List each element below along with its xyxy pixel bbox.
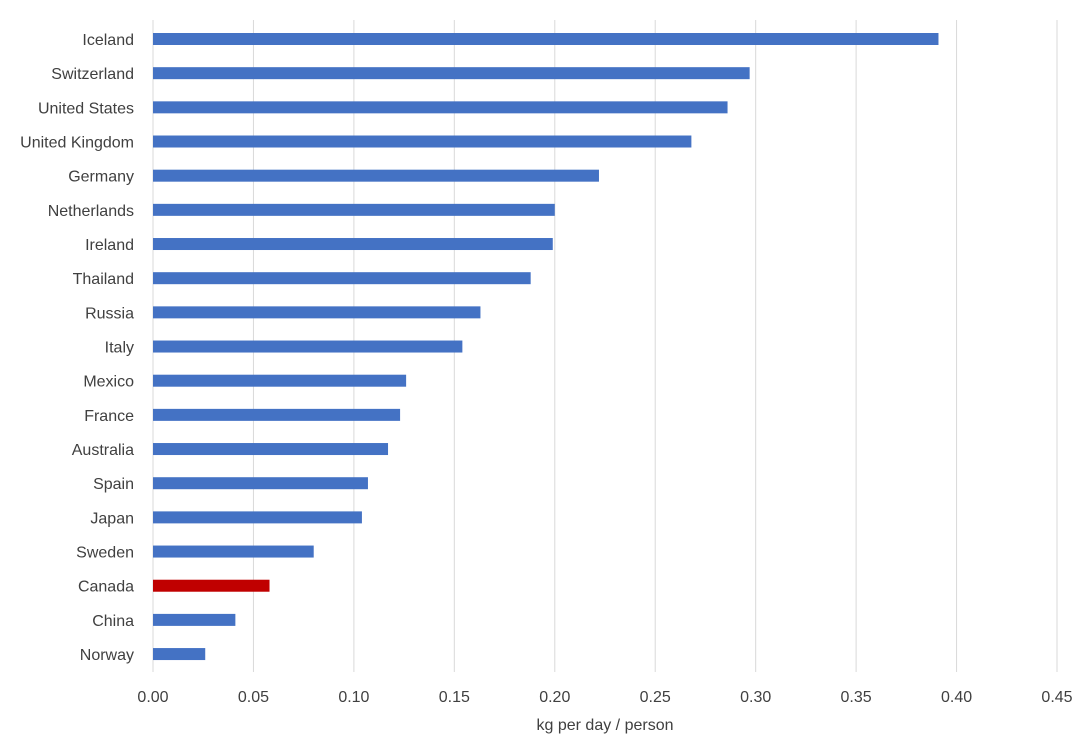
bar-sweden bbox=[153, 545, 314, 558]
category-label: United Kingdom bbox=[20, 135, 134, 152]
x-tick-labels: 0.00 0.05 0.10 0.15 0.20 0.25 0.30 0.35 0.40 0.45 bbox=[137, 689, 1072, 706]
x-tick-label: 0.30 bbox=[740, 689, 771, 706]
bar-australia bbox=[153, 443, 389, 456]
bar-japan bbox=[153, 511, 362, 524]
bar-china bbox=[153, 613, 236, 626]
category-label: Mexico bbox=[83, 374, 134, 391]
category-labels: Iceland Switzerland United States United Ki… bbox=[20, 32, 134, 664]
bar-italy bbox=[153, 340, 463, 353]
bar-mexico bbox=[153, 374, 407, 387]
x-tick-label: 0.35 bbox=[841, 689, 872, 706]
bar-norway bbox=[153, 648, 206, 661]
bar-spain bbox=[153, 477, 368, 490]
x-tick-label: 0.45 bbox=[1041, 689, 1072, 706]
x-axis-title: kg per day / person bbox=[537, 717, 674, 734]
category-label: Italy bbox=[105, 340, 134, 357]
category-label: Ireland bbox=[85, 237, 134, 254]
category-label: France bbox=[84, 408, 134, 425]
bar-france bbox=[153, 408, 401, 421]
x-tick-label: 0.20 bbox=[539, 689, 570, 706]
category-label: Sweden bbox=[76, 545, 134, 562]
category-label: Russia bbox=[85, 305, 134, 322]
x-tick-label: 0.15 bbox=[439, 689, 470, 706]
category-label: China bbox=[92, 613, 134, 630]
category-label: Australia bbox=[72, 442, 134, 459]
bar-canada bbox=[153, 579, 270, 592]
bars bbox=[153, 33, 939, 661]
bar-germany bbox=[153, 169, 599, 182]
category-label: Canada bbox=[78, 579, 134, 596]
bar-ireland bbox=[153, 238, 553, 251]
category-label: Netherlands bbox=[48, 203, 134, 220]
bar-russia bbox=[153, 306, 481, 319]
bar-iceland bbox=[153, 33, 939, 45]
category-label: United States bbox=[38, 100, 134, 117]
bar-united-states bbox=[153, 101, 728, 114]
bar-thailand bbox=[153, 272, 531, 285]
gridlines bbox=[152, 20, 1058, 672]
x-tick-label: 0.05 bbox=[238, 689, 269, 706]
x-tick-label: 0.40 bbox=[941, 689, 972, 706]
category-label: Iceland bbox=[82, 32, 134, 49]
bar-united-kingdom bbox=[153, 135, 692, 148]
category-label: Spain bbox=[93, 476, 134, 493]
category-label: Switzerland bbox=[51, 66, 134, 83]
bar-switzerland bbox=[153, 67, 750, 80]
x-tick-label: 0.25 bbox=[640, 689, 671, 706]
category-label: Norway bbox=[80, 647, 134, 664]
category-label: Thailand bbox=[73, 271, 134, 288]
bar-netherlands bbox=[153, 203, 555, 216]
category-label: Germany bbox=[68, 169, 134, 186]
category-label: Japan bbox=[90, 510, 134, 527]
x-tick-label: 0.10 bbox=[338, 689, 369, 706]
x-tick-label: 0.00 bbox=[137, 689, 168, 706]
